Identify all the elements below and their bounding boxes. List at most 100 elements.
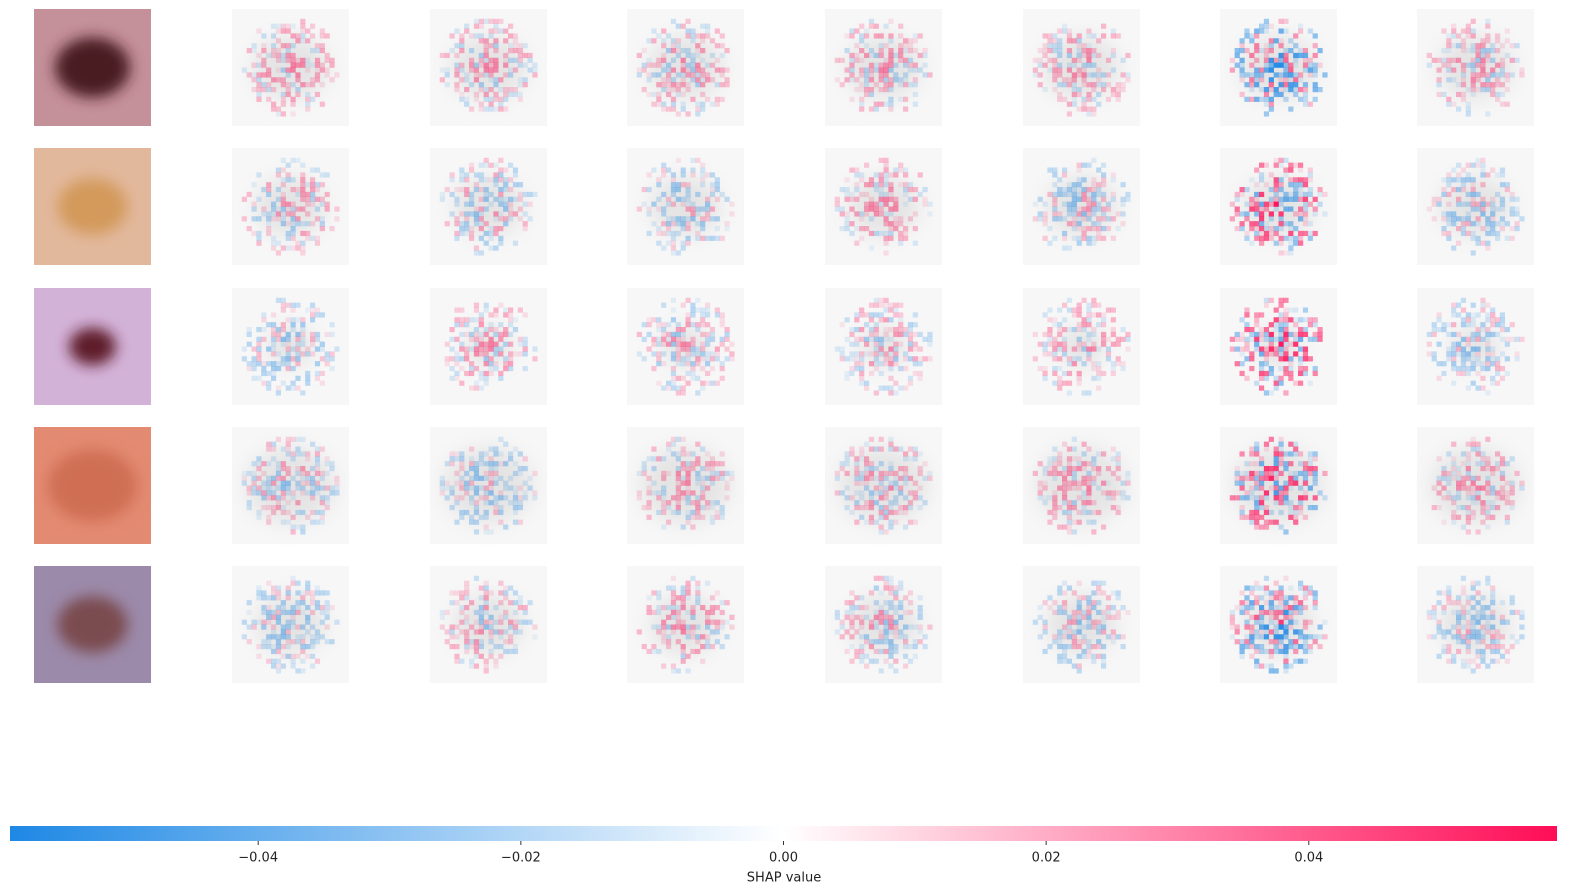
- heatmap-cell: [1273, 380, 1279, 386]
- heatmap-cell: [493, 245, 499, 251]
- heatmap-cell: [690, 206, 696, 212]
- heatmap-cell: [868, 91, 875, 98]
- heatmap-cell: [666, 505, 672, 511]
- heatmap-cell: [878, 351, 884, 357]
- heatmap-cell: [1499, 475, 1506, 481]
- heatmap-cell: [1249, 585, 1255, 591]
- heatmap-cell: [483, 509, 489, 516]
- heatmap-cell: [724, 77, 730, 83]
- heatmap-cell: [1456, 466, 1462, 472]
- heatmap-cell: [449, 48, 455, 54]
- heatmap-cell: [1288, 375, 1294, 381]
- heatmap-cell: [661, 230, 667, 237]
- heatmap-cell: [1495, 495, 1501, 501]
- heatmap-cell: [305, 514, 311, 520]
- heatmap-cell: [1283, 370, 1289, 377]
- heatmap-cell: [661, 485, 667, 491]
- heatmap-cell: [907, 644, 914, 650]
- heatmap-cell: [512, 57, 519, 63]
- heatmap-cell: [1278, 72, 1284, 78]
- heatmap-cell: [714, 307, 720, 313]
- heatmap-cell: [1509, 490, 1515, 496]
- heatmap-cell: [1115, 211, 1121, 217]
- heatmap-cell: [695, 101, 701, 107]
- heatmap-cell: [903, 385, 909, 391]
- heatmap-cell: [719, 509, 725, 516]
- heatmap-cell: [893, 658, 899, 664]
- heatmap-cell: [256, 77, 262, 83]
- heatmap-cell: [922, 62, 928, 68]
- heatmap-cell: [888, 470, 894, 477]
- heatmap-cell: [1273, 322, 1279, 328]
- heatmap-cell: [864, 33, 870, 39]
- heatmap-cell: [1293, 307, 1299, 313]
- heatmap-cell: [1451, 307, 1457, 313]
- heatmap-cell: [1254, 519, 1260, 525]
- heatmap-cell: [314, 91, 321, 98]
- heatmap-cell: [256, 62, 262, 68]
- heatmap-cell: [680, 356, 686, 362]
- heatmap-cell: [1066, 514, 1073, 520]
- heatmap-cell: [675, 595, 681, 601]
- heatmap-cell: [1101, 609, 1107, 616]
- heatmap-cell: [690, 366, 696, 372]
- heatmap-cell: [300, 322, 306, 328]
- heatmap-cell: [285, 609, 291, 616]
- heatmap-cell: [903, 182, 909, 188]
- heatmap-cell: [1499, 336, 1506, 342]
- heatmap-cell: [266, 485, 272, 491]
- heatmap-cell: [868, 196, 875, 202]
- heatmap-cell: [1062, 380, 1068, 386]
- heatmap-cell: [1293, 226, 1299, 232]
- heatmap-cell: [680, 375, 686, 381]
- heatmap-cell: [1042, 366, 1048, 372]
- heatmap-cell: [483, 495, 489, 501]
- heatmap-cell: [256, 28, 262, 34]
- heatmap-cell: [1283, 67, 1289, 73]
- heatmap-cell: [695, 470, 701, 477]
- heatmap-cell: [493, 658, 499, 664]
- heatmap-cell: [849, 644, 855, 650]
- heatmap-cell: [1249, 509, 1255, 516]
- heatmap-cell: [670, 351, 677, 357]
- heatmap-cell: [709, 182, 716, 188]
- heatmap-cell: [893, 500, 899, 506]
- heatmap-cell: [864, 52, 870, 59]
- heatmap-cell: [1441, 28, 1447, 34]
- heatmap-cell: [898, 302, 904, 308]
- heatmap-cell: [1283, 366, 1289, 372]
- heatmap-cell: [854, 629, 860, 635]
- heatmap-cell: [478, 351, 484, 357]
- heatmap-cell: [488, 346, 494, 352]
- heatmap-cell: [1263, 206, 1270, 212]
- heatmap-cell: [719, 505, 725, 511]
- heatmap-cell: [261, 485, 267, 491]
- heatmap-cell: [1298, 96, 1304, 102]
- heatmap-cell: [1499, 216, 1506, 222]
- heatmap-cell: [1081, 361, 1087, 367]
- heatmap-cell: [1091, 52, 1097, 59]
- heatmap-cell: [459, 43, 465, 49]
- heatmap-cell: [907, 341, 914, 347]
- heatmap-cell: [1288, 77, 1294, 83]
- heatmap-cell: [473, 609, 480, 616]
- shap-heatmap: [627, 9, 744, 126]
- heatmap-cell: [459, 317, 465, 323]
- heatmap-cell: [512, 48, 519, 54]
- heatmap-cell: [859, 307, 865, 313]
- heatmap-cell: [922, 72, 928, 78]
- heatmap-cell: [295, 356, 301, 362]
- heatmap-cell: [878, 605, 884, 611]
- heatmap-cell: [1278, 196, 1284, 202]
- heatmap-cell: [1307, 485, 1313, 491]
- heatmap-cell: [883, 475, 889, 481]
- heatmap-cell: [690, 96, 696, 102]
- heatmap-cell: [666, 441, 672, 447]
- heatmap-cell: [1249, 77, 1255, 83]
- heatmap-cell: [661, 67, 667, 73]
- heatmap-cell: [729, 624, 735, 630]
- heatmap-cell: [685, 590, 691, 596]
- heatmap-cell: [912, 456, 918, 462]
- heatmap-cell: [1071, 82, 1077, 88]
- heatmap-cell: [454, 590, 460, 596]
